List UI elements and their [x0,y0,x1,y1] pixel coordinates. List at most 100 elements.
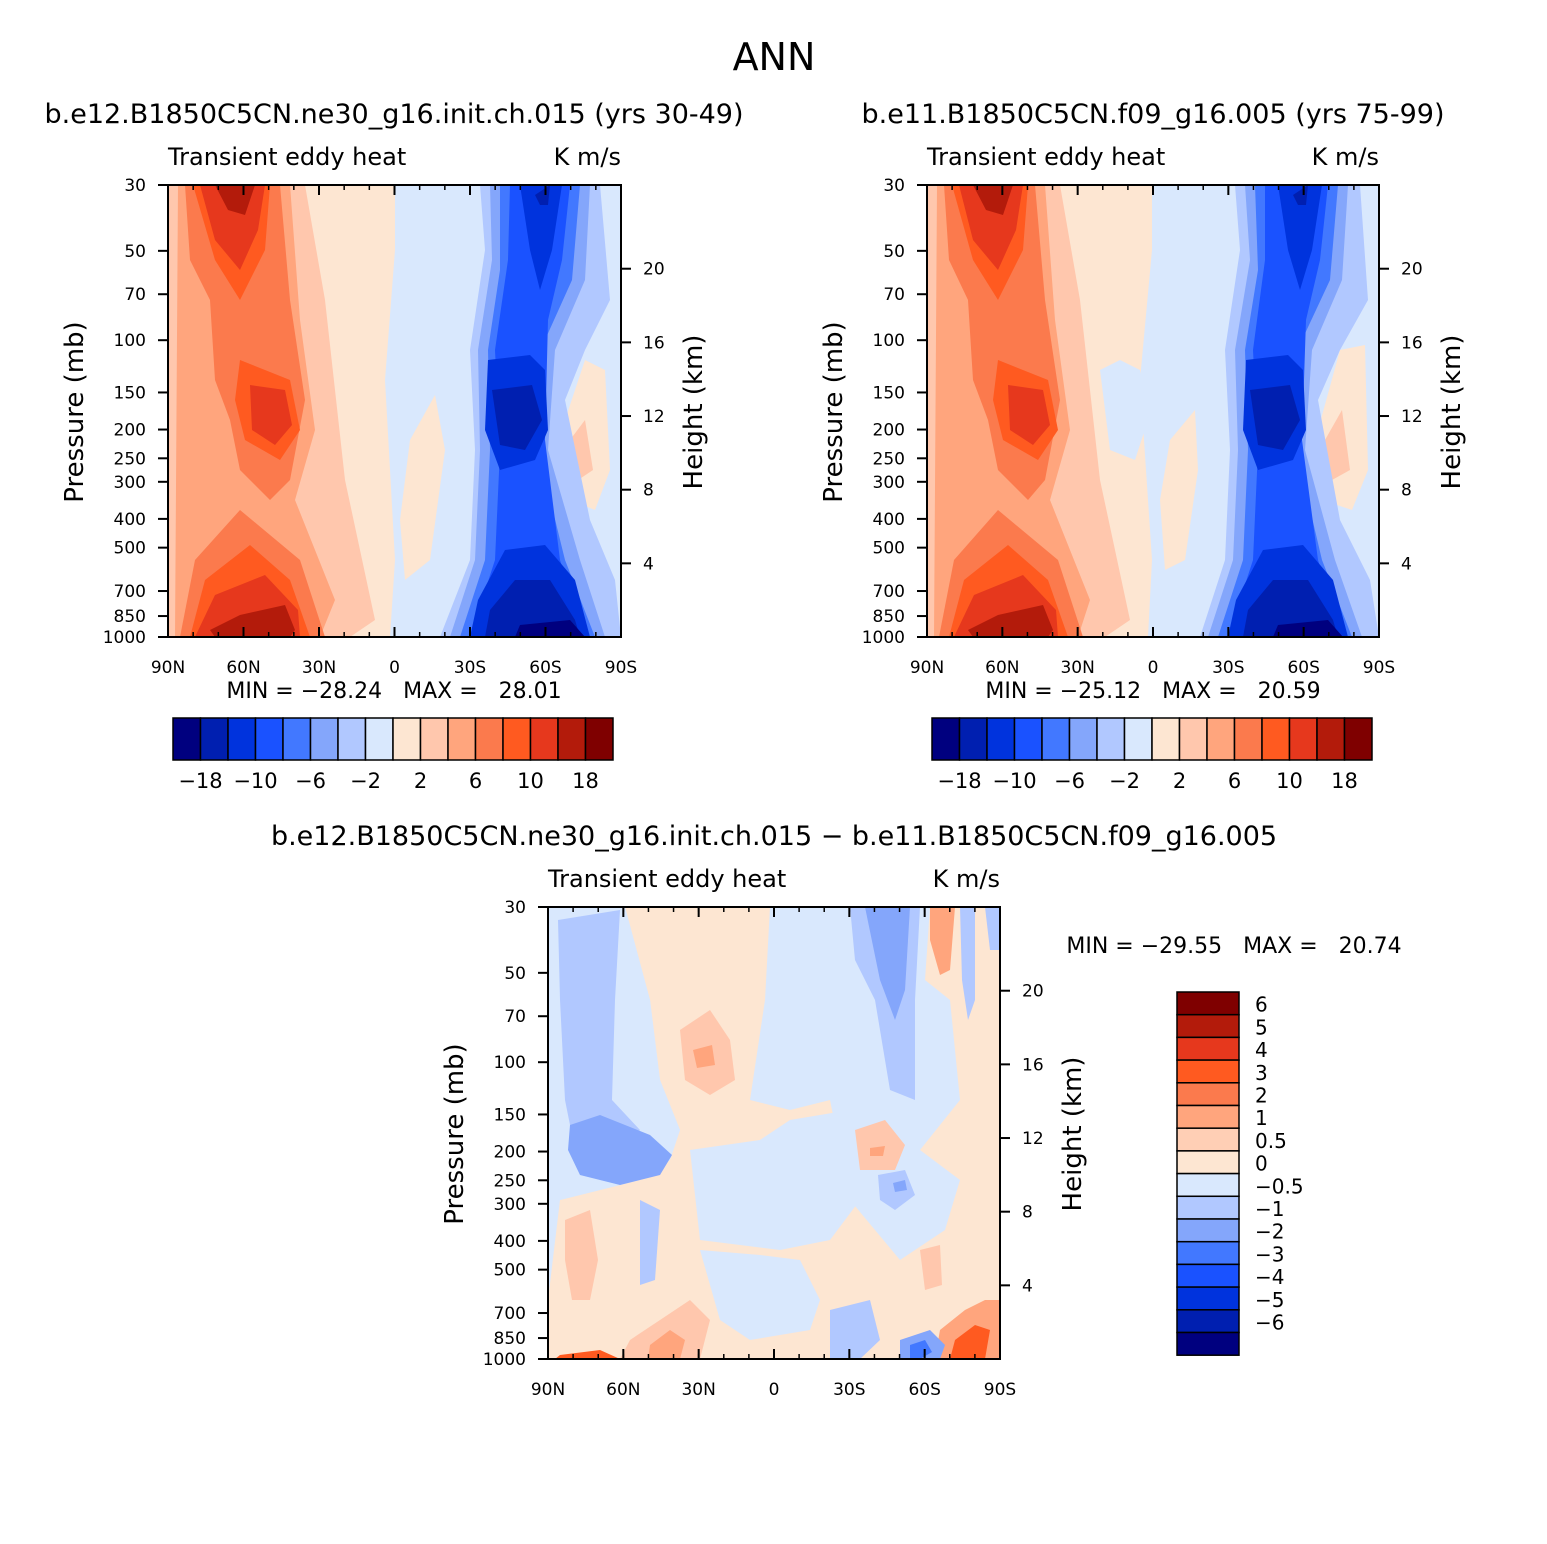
y-tick-label: 700 [114,582,146,602]
y-tick-label: 400 [114,510,146,530]
panel-3-left-label: Transient eddy heat [547,865,786,893]
colorbar-swatch [1176,1127,1240,1152]
x-tick-label: 0 [1148,658,1159,678]
colorbar-label: 3 [1255,1061,1268,1085]
colorbar-swatch [1068,717,1098,761]
colorbar-swatch [282,717,312,761]
colorbar-swatch [986,717,1016,761]
colorbar-swatch [1206,717,1236,761]
colorbar-swatch [1013,717,1043,761]
y-tick-label: 200 [114,421,146,441]
panel-1-axes: 90N 60N 30N 0 30S 60S 90S 30 50 70 100 150 200 250 300… [103,176,665,678]
y2-tick-label: 16 [1401,333,1423,353]
panel-1-colorbar: −18 −10 −6 −2 2 6 10 18 [172,717,614,793]
y-tick-label: 150 [873,383,905,403]
y2-tick-label: 16 [643,333,665,353]
y-tick-label: 100 [114,331,146,351]
colorbar-label: 0 [1255,1152,1268,1176]
y-tick-label: 50 [124,242,146,262]
y2-tick-label: 8 [1022,1203,1033,1223]
colorbar-swatch [309,717,339,761]
colorbar-label: 18 [572,769,599,793]
colorbar-label: −6 [1054,769,1085,793]
colorbar-swatch [1261,717,1291,761]
colorbar-swatch [337,717,367,761]
colorbar-swatch [1041,717,1071,761]
colorbar-label: −4 [1255,1265,1284,1289]
colorbar-swatch [1176,1172,1240,1198]
colorbar-swatch [1288,717,1318,761]
colorbar-swatch [1176,1331,1240,1356]
y-tick-label: 400 [873,510,905,530]
panel-2-y2label: Height (km) [1437,335,1467,490]
y2-tick-label: 16 [1022,1055,1044,1075]
x-tick-label: 30N [681,1380,715,1400]
colorbar-swatch [227,717,257,761]
panel-2-colorbar: −18 −10 −6 −2 2 6 10 18 [931,717,1373,793]
x-tick-label: 30N [302,658,336,678]
y-tick-label: 1000 [862,628,905,648]
y-tick-label: 850 [873,607,905,627]
y-tick-label: 70 [124,285,146,305]
colorbar-swatch [1316,717,1346,761]
y-tick-label: 1000 [103,628,146,648]
colorbar-label: −0.5 [1255,1174,1304,1198]
colorbar-swatch [1096,717,1126,761]
y2-tick-label: 8 [643,481,654,501]
colorbar-label: −18 [937,769,981,793]
x-tick-label: 60N [226,658,260,678]
panel-2-axes: 90N 60N 30N 0 30S 60S 90S 30 50 70 100 150 200 250 300… [862,176,1423,678]
panel-1-left-label: Transient eddy heat [167,143,406,171]
colorbar-swatch [1178,717,1208,761]
panel-1-y2label: Height (km) [679,335,709,490]
colorbar-swatch [529,717,559,761]
y-tick-label: 700 [494,1304,526,1324]
x-tick-label: 90S [605,658,637,678]
colorbar-swatch [199,717,229,761]
colorbar-label: 5 [1255,1015,1268,1039]
colorbar-swatch [502,717,532,761]
colorbar-label: −18 [178,769,222,793]
colorbar-label: 10 [517,769,544,793]
y-tick-label: 30 [504,898,526,918]
y2-tick-label: 4 [1401,554,1412,574]
y-tick-label: 30 [883,176,905,196]
panel-3-right-label: K m/s [933,865,1000,893]
y-tick-label: 300 [494,1195,526,1215]
colorbar-label: 6 [1228,769,1241,793]
colorbar-swatch [1176,1013,1240,1039]
colorbar-label: 1 [1255,1106,1268,1130]
y-tick-label: 100 [873,331,905,351]
y-tick-label: 200 [873,421,905,441]
colorbar-swatch [419,717,449,761]
colorbar-label: 2 [1173,769,1186,793]
panel-1-field [168,185,621,637]
y-tick-label: 70 [883,285,905,305]
y-tick-label: 50 [504,964,526,984]
panel-2: b.e11.B1850C5CN.f09_g16.005 (yrs 75-99) … [819,99,1467,793]
panel-3: b.e12.B1850C5CN.ne30_g16.init.ch.015 − b… [271,821,1402,1400]
colorbar-label: 10 [1276,769,1303,793]
colorbar-swatch [1176,991,1240,1016]
colorbar-swatch [1123,717,1153,761]
x-tick-label: 60N [606,1380,640,1400]
colorbar-swatch [1176,1240,1240,1266]
colorbar-swatch [1176,1286,1240,1311]
x-tick-label: 30N [1060,658,1094,678]
y2-tick-label: 8 [1401,481,1412,501]
y-tick-label: 500 [114,539,146,559]
y-tick-label: 300 [873,473,905,493]
y-tick-label: 850 [114,607,146,627]
colorbar-swatch [364,717,394,761]
y2-tick-label: 12 [1022,1129,1044,1149]
y2-tick-label: 12 [1401,407,1423,427]
colorbar-label: 4 [1255,1038,1268,1062]
x-tick-label: 0 [389,658,400,678]
colorbar-label: −6 [295,769,326,793]
x-tick-label: 30S [454,658,486,678]
y2-tick-label: 12 [643,407,665,427]
panel-2-stats: MIN = −25.12 MAX = 20.59 [985,679,1320,704]
colorbar-swatch [1176,1104,1240,1129]
panel-2-left-label: Transient eddy heat [926,143,1165,171]
